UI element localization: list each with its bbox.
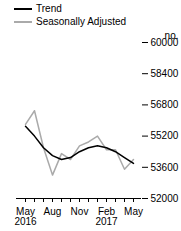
svg-text:58400: 58400 — [151, 68, 179, 79]
svg-text:60000: 60000 — [150, 36, 179, 48]
svg-text:53600: 53600 — [151, 162, 179, 173]
svg-text:May: May — [124, 206, 143, 217]
svg-text:55200: 55200 — [151, 130, 179, 141]
svg-text:Nov: Nov — [71, 206, 89, 217]
svg-text:56800: 56800 — [151, 99, 179, 110]
svg-text:May2016: May2016 — [14, 206, 37, 227]
html-text:Seasonally Adjusted: Seasonally Adjusted — [36, 16, 127, 27]
svg-text:Feb2017: Feb2017 — [95, 206, 118, 227]
svg-text:no.: no. — [165, 30, 179, 41]
svg-text:Aug: Aug — [44, 206, 62, 217]
svg-text:52000: 52000 — [151, 193, 179, 204]
html-text:Trend: Trend — [36, 3, 62, 14]
